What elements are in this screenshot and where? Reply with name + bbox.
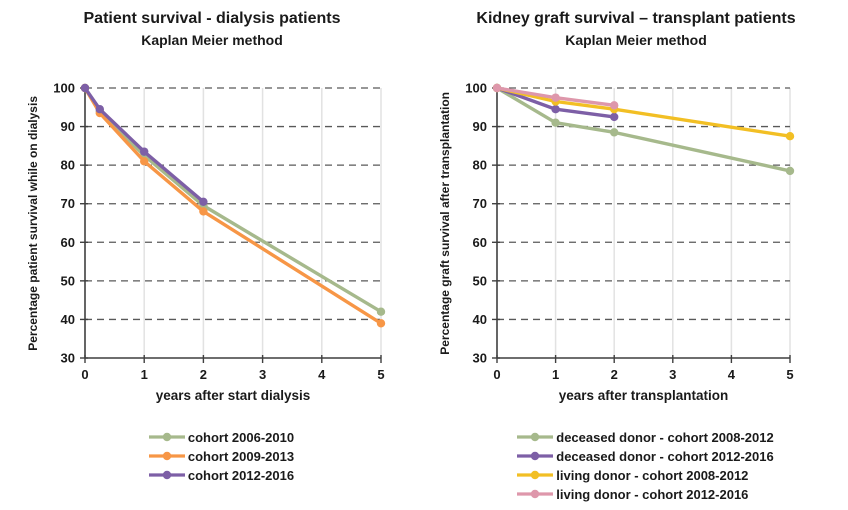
- data-point-marker: [95, 105, 105, 114]
- legend-marker-icon: [517, 470, 554, 480]
- dialysis-patient-survival-chart: Patient survival - dialysis patients Kap…: [0, 10, 424, 483]
- vertical-gridlines: [143, 88, 382, 358]
- x-axis-title: years after start dialysis: [155, 388, 311, 403]
- x-tick-label: 2: [611, 367, 618, 382]
- legend-marker-icon: [517, 432, 554, 442]
- legend-marker-icon: [148, 470, 185, 480]
- series-line: [495, 86, 792, 173]
- x-tick-label: 5: [786, 367, 793, 382]
- x-tick-label: 2: [200, 367, 207, 382]
- data-point-marker: [376, 319, 386, 328]
- legend-item: cohort 2012-2016: [148, 467, 294, 483]
- data-point-marker: [140, 147, 149, 156]
- axes: 30 40 50 60 70 80 90 100 0 1 2 3 4 5: [465, 81, 793, 383]
- y-tick-label: 70: [61, 196, 75, 211]
- legend-item: deceased donor - cohort 2012-2016: [516, 448, 774, 464]
- x-tick-label: 1: [141, 367, 148, 382]
- data-point-marker: [785, 166, 795, 176]
- data-point-marker: [376, 307, 386, 316]
- data-point-marker: [551, 93, 560, 102]
- legend-item: deceased donor - cohort 2008-2012: [516, 429, 774, 445]
- legend-label: cohort 2012-2016: [187, 467, 295, 483]
- x-tick-label: 3: [259, 367, 266, 382]
- series-line: [495, 86, 792, 138]
- data-point-marker: [610, 101, 619, 110]
- data-point-marker: [199, 207, 208, 216]
- series-line: [83, 86, 383, 325]
- transplant-graft-survival-chart: Kidney graft survival – transplant patie…: [424, 0, 848, 510]
- legend-label: living donor - cohort 2008-2012: [556, 467, 749, 483]
- legend-marker-icon: [148, 432, 185, 442]
- y-tick-label: 50: [473, 273, 487, 288]
- data-point-marker: [785, 132, 795, 141]
- chart-title: Kidney graft survival – transplant patie…: [476, 10, 796, 27]
- legend-item: living donor - cohort 2012-2016: [516, 486, 748, 502]
- plot-area: 30 40 50 60 70 80 90 100 0 1 2 3 4 5: [465, 81, 795, 383]
- x-tick-label: 1: [552, 367, 559, 382]
- y-tick-label: 90: [61, 119, 75, 134]
- series-living-donor-cohort-2012-2016: [492, 83, 619, 110]
- data-point-marker: [140, 157, 149, 166]
- series-line: [83, 86, 206, 204]
- legend-item: living donor - cohort 2008-2012: [516, 467, 748, 483]
- legend: deceased donor - cohort 2008-2012 decease…: [424, 429, 848, 502]
- x-tick-label: 3: [669, 367, 676, 382]
- series-line: [83, 86, 383, 314]
- y-tick-label: 30: [473, 351, 487, 366]
- data-point-marker: [551, 105, 560, 114]
- y-tick-label: 100: [465, 81, 487, 96]
- data-point-marker: [199, 197, 208, 206]
- y-tick-label: 70: [473, 196, 487, 211]
- legend-label: deceased donor - cohort 2012-2016: [556, 448, 774, 464]
- series-cohort-2009-2013: [80, 83, 386, 328]
- data-point-marker: [492, 83, 502, 93]
- legend-label: deceased donor - cohort 2008-2012: [556, 429, 774, 445]
- x-axis-title: years after transplantation: [558, 388, 729, 403]
- legend-marker-icon: [517, 489, 554, 499]
- legend-marker-icon: [148, 451, 185, 461]
- legend-item: cohort 2009-2013: [148, 448, 294, 464]
- axes: 30 40 50 60 70 80 90 100 0 1 2 3 4 5: [53, 81, 384, 383]
- chart-subtitle: Kaplan Meier method: [565, 32, 707, 48]
- x-tick-label: 5: [377, 367, 384, 382]
- y-tick-label: 30: [61, 351, 75, 366]
- y-tick-label: 60: [473, 235, 487, 250]
- x-tick-label: 0: [81, 367, 88, 382]
- y-tick-label: 80: [61, 158, 75, 173]
- data-point-marker: [551, 118, 560, 127]
- y-tick-label: 60: [61, 235, 75, 250]
- series-cohort-2012-2016: [80, 83, 208, 206]
- y-tick-label: 90: [473, 119, 487, 134]
- y-tick-label: 40: [61, 312, 75, 327]
- legend-marker-icon: [517, 451, 554, 461]
- data-point-marker: [80, 83, 90, 93]
- chart-subtitle: Kaplan Meier method: [141, 32, 283, 48]
- legend-label: cohort 2009-2013: [187, 448, 295, 464]
- x-tick-label: 4: [318, 367, 326, 382]
- chart-title: Patient survival - dialysis patients: [83, 10, 341, 27]
- y-tick-label: 80: [473, 158, 487, 173]
- y-tick-label: 40: [473, 312, 487, 327]
- x-tick-label: 4: [728, 367, 736, 382]
- data-point-marker: [610, 112, 619, 122]
- x-tick-label: 0: [493, 367, 500, 382]
- legend-label: living donor - cohort 2012-2016: [556, 486, 749, 502]
- plot-area: 30 40 50 60 70 80 90 100 0 1 2 3 4 5: [53, 81, 386, 383]
- legend-item: cohort 2006-2010: [148, 429, 294, 445]
- y-tick-label: 50: [61, 273, 75, 288]
- y-tick-label: 100: [53, 81, 75, 96]
- horizontal-gridlines: [85, 87, 381, 321]
- horizontal-gridlines: [497, 87, 790, 321]
- legend: cohort 2006-2010 cohort 2009-2013 cohort 2…: [0, 429, 424, 483]
- data-point-marker: [610, 128, 619, 137]
- legend-label: cohort 2006-2010: [187, 429, 295, 445]
